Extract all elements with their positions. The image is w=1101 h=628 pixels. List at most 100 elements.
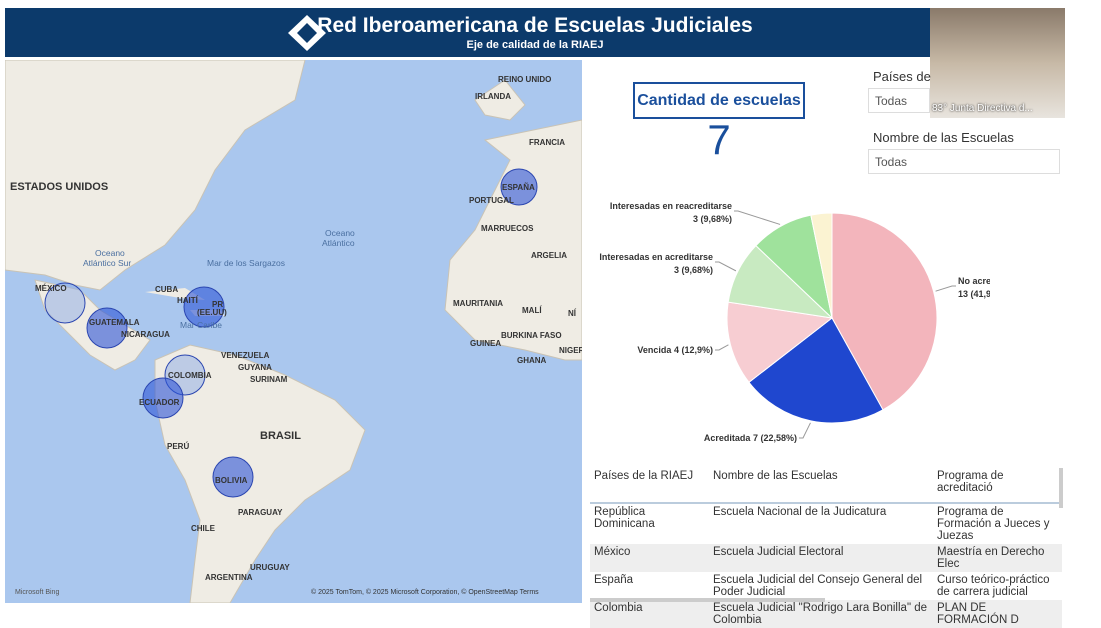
map-label: REINO UNIDO <box>498 75 551 84</box>
map-label: MAURITANIA <box>453 299 503 308</box>
scrollbar[interactable] <box>590 598 825 602</box>
map-label: ECUADOR <box>139 398 180 407</box>
map-label: Mar Caribe <box>180 320 222 330</box>
pie-slice <box>748 317 884 424</box>
map-label: GUINEA <box>470 339 501 348</box>
map-label: CHILE <box>191 524 216 533</box>
map-label: ARGELIA <box>531 251 567 260</box>
leader-line <box>935 285 956 292</box>
header-row: Países de la RIAEJ Nombre de las Escuelas… <box>590 466 1062 504</box>
table-cell: México <box>590 544 709 572</box>
webcam-caption: 83° Junta Directiva d... <box>932 103 1033 114</box>
table-row: México Escuela Judicial Electoral Maestría… <box>590 544 1062 572</box>
slice-label: Interesadas en reacreditarse <box>610 201 732 211</box>
leader-line <box>715 344 729 351</box>
bubble <box>44 282 86 324</box>
map-label: MARRUECOS <box>481 224 534 233</box>
slice-name: No acreditado <box>958 276 990 286</box>
map-label: Atlántico <box>322 238 355 248</box>
map-label: Mar de los Sargazos <box>207 258 285 268</box>
map-label: NÍ <box>568 309 577 318</box>
map-label: COLOMBIA <box>168 371 212 380</box>
pie-slice <box>831 212 938 411</box>
map-label: MÉXICO <box>35 284 67 293</box>
table-cell: España <box>594 574 634 586</box>
column-header: Países de la RIAEJ <box>590 466 709 504</box>
slice-name: Interesadas en acreditarse <box>599 252 713 262</box>
bubble <box>86 307 128 349</box>
map-label: BRASIL <box>260 430 301 442</box>
pie-chart: No acreditado 13 (41,94%) Acreditada 7 (22… <box>599 201 990 443</box>
map-label: BOLIVIA <box>215 476 248 485</box>
map-label: ARGENTINA <box>205 573 253 582</box>
map-attribution: © 2025 TomTom, © 2025 Microsoft Corporat… <box>311 588 539 596</box>
slicer[interactable]: Todas <box>868 149 1060 174</box>
map-label: Oceano <box>325 228 355 238</box>
map-label: PARAGUAY <box>238 508 283 517</box>
table-cell: Colombia <box>590 600 709 628</box>
map-label: GHANA <box>517 356 547 365</box>
map-label: PR <box>212 300 223 309</box>
map-label: GUYANA <box>238 363 272 372</box>
map-label: URUGUAY <box>250 563 290 572</box>
bubble <box>212 456 254 498</box>
table-cell: Curso teórico-práctico de carrera judici… <box>937 574 1050 598</box>
header: Red Iberoamericana de Escuelas Judiciale… <box>5 8 1065 57</box>
subtitle: Eje de calidad de la RIAEJ <box>466 39 604 51</box>
scrollbar[interactable] <box>1059 468 1063 508</box>
table-cell: PLAN DE FORMACIÓN D <box>933 600 1062 628</box>
bubble <box>142 377 184 419</box>
map-brand: Microsoft Bing <box>15 589 59 596</box>
slice-value: 13 (41,94%) <box>958 289 990 299</box>
map-label: IRLANDA <box>475 92 511 101</box>
table-cell: Escuela Judicial "Rodrigo Lara Bonilla" … <box>709 600 933 628</box>
map-label: PERÚ <box>167 442 189 451</box>
map-bubbles <box>44 168 538 498</box>
slice-name: Acreditada <box>704 433 752 443</box>
map-label: VENEZUELA <box>221 351 270 360</box>
slicer-label: Nombre de las Escuelas <box>873 130 1014 145</box>
map: REINO UNIDO IRLANDA FRANCIA ESPAÑA PORTUGAL M… <box>5 60 582 603</box>
slice-value: 7 (22,58%) <box>753 433 797 443</box>
column-header: Programa de acreditació <box>933 466 1062 504</box>
slice-name: Vencida <box>637 345 672 355</box>
slice-label: Interesadas en acreditarse <box>599 252 713 262</box>
slice-label: Vencida 4 (12,9%) <box>637 345 713 355</box>
slice-value: 4 (12,9%) <box>674 345 713 355</box>
leader-line <box>734 210 781 225</box>
logo <box>288 15 326 51</box>
table-cell: Programa de Formación a Jueces y Juezas <box>937 506 1050 542</box>
table-row: España Escuela Judicial del Consejo Gener… <box>590 572 1062 600</box>
map-label: NICARAGUA <box>121 330 170 339</box>
map-label: NIGER <box>559 346 582 355</box>
map-label: BURKINA FASO <box>501 331 562 340</box>
table: Países de la RIAEJ Nombre de las Escuelas… <box>590 466 1062 628</box>
map-label: GUATEMALA <box>89 318 140 327</box>
table-cell: Escuela Nacional de la Judicatura <box>713 506 887 518</box>
map-label: CUBA <box>155 285 178 294</box>
webcam: 83° Junta Directiva d... <box>930 8 1065 118</box>
slice-label: No acreditado <box>958 276 990 286</box>
slicer[interactable]: Todas <box>868 88 930 113</box>
table-cell: Escuela Judicial Electoral <box>709 544 933 572</box>
card-value: 7 <box>707 116 731 163</box>
table-row: Colombia Escuela Judicial "Rodrigo Lara B… <box>590 600 1062 628</box>
map-label: Atlántico Sur <box>83 258 131 268</box>
pie-slice <box>726 301 834 383</box>
map-label: Oceano <box>95 248 125 258</box>
slice-name: Interesadas en reacreditarse <box>610 201 732 211</box>
card-title: Cantidad de escuelas <box>633 82 805 119</box>
table-row: República Dominicana Escuela Nacional de … <box>590 503 1062 544</box>
map-label: FRANCIA <box>529 138 565 147</box>
map-label: (EE.UU) <box>197 308 227 317</box>
leader-line <box>715 261 737 272</box>
slice-value: 3 (9,68%) <box>693 214 732 224</box>
map-label: HAITÍ <box>177 296 199 305</box>
map-label: SURINAM <box>250 375 288 384</box>
table-cell: República Dominicana <box>594 506 655 530</box>
slice-label: Acreditada 7 (22,58%) <box>704 433 797 443</box>
column-header: Nombre de las Escuelas <box>709 466 933 504</box>
table-cell: Escuela Judicial del Consejo General del… <box>713 574 923 598</box>
page: Red Iberoamericana de Escuelas Judiciale… <box>5 8 1065 628</box>
slice-value: 3 (9,68%) <box>674 265 713 275</box>
